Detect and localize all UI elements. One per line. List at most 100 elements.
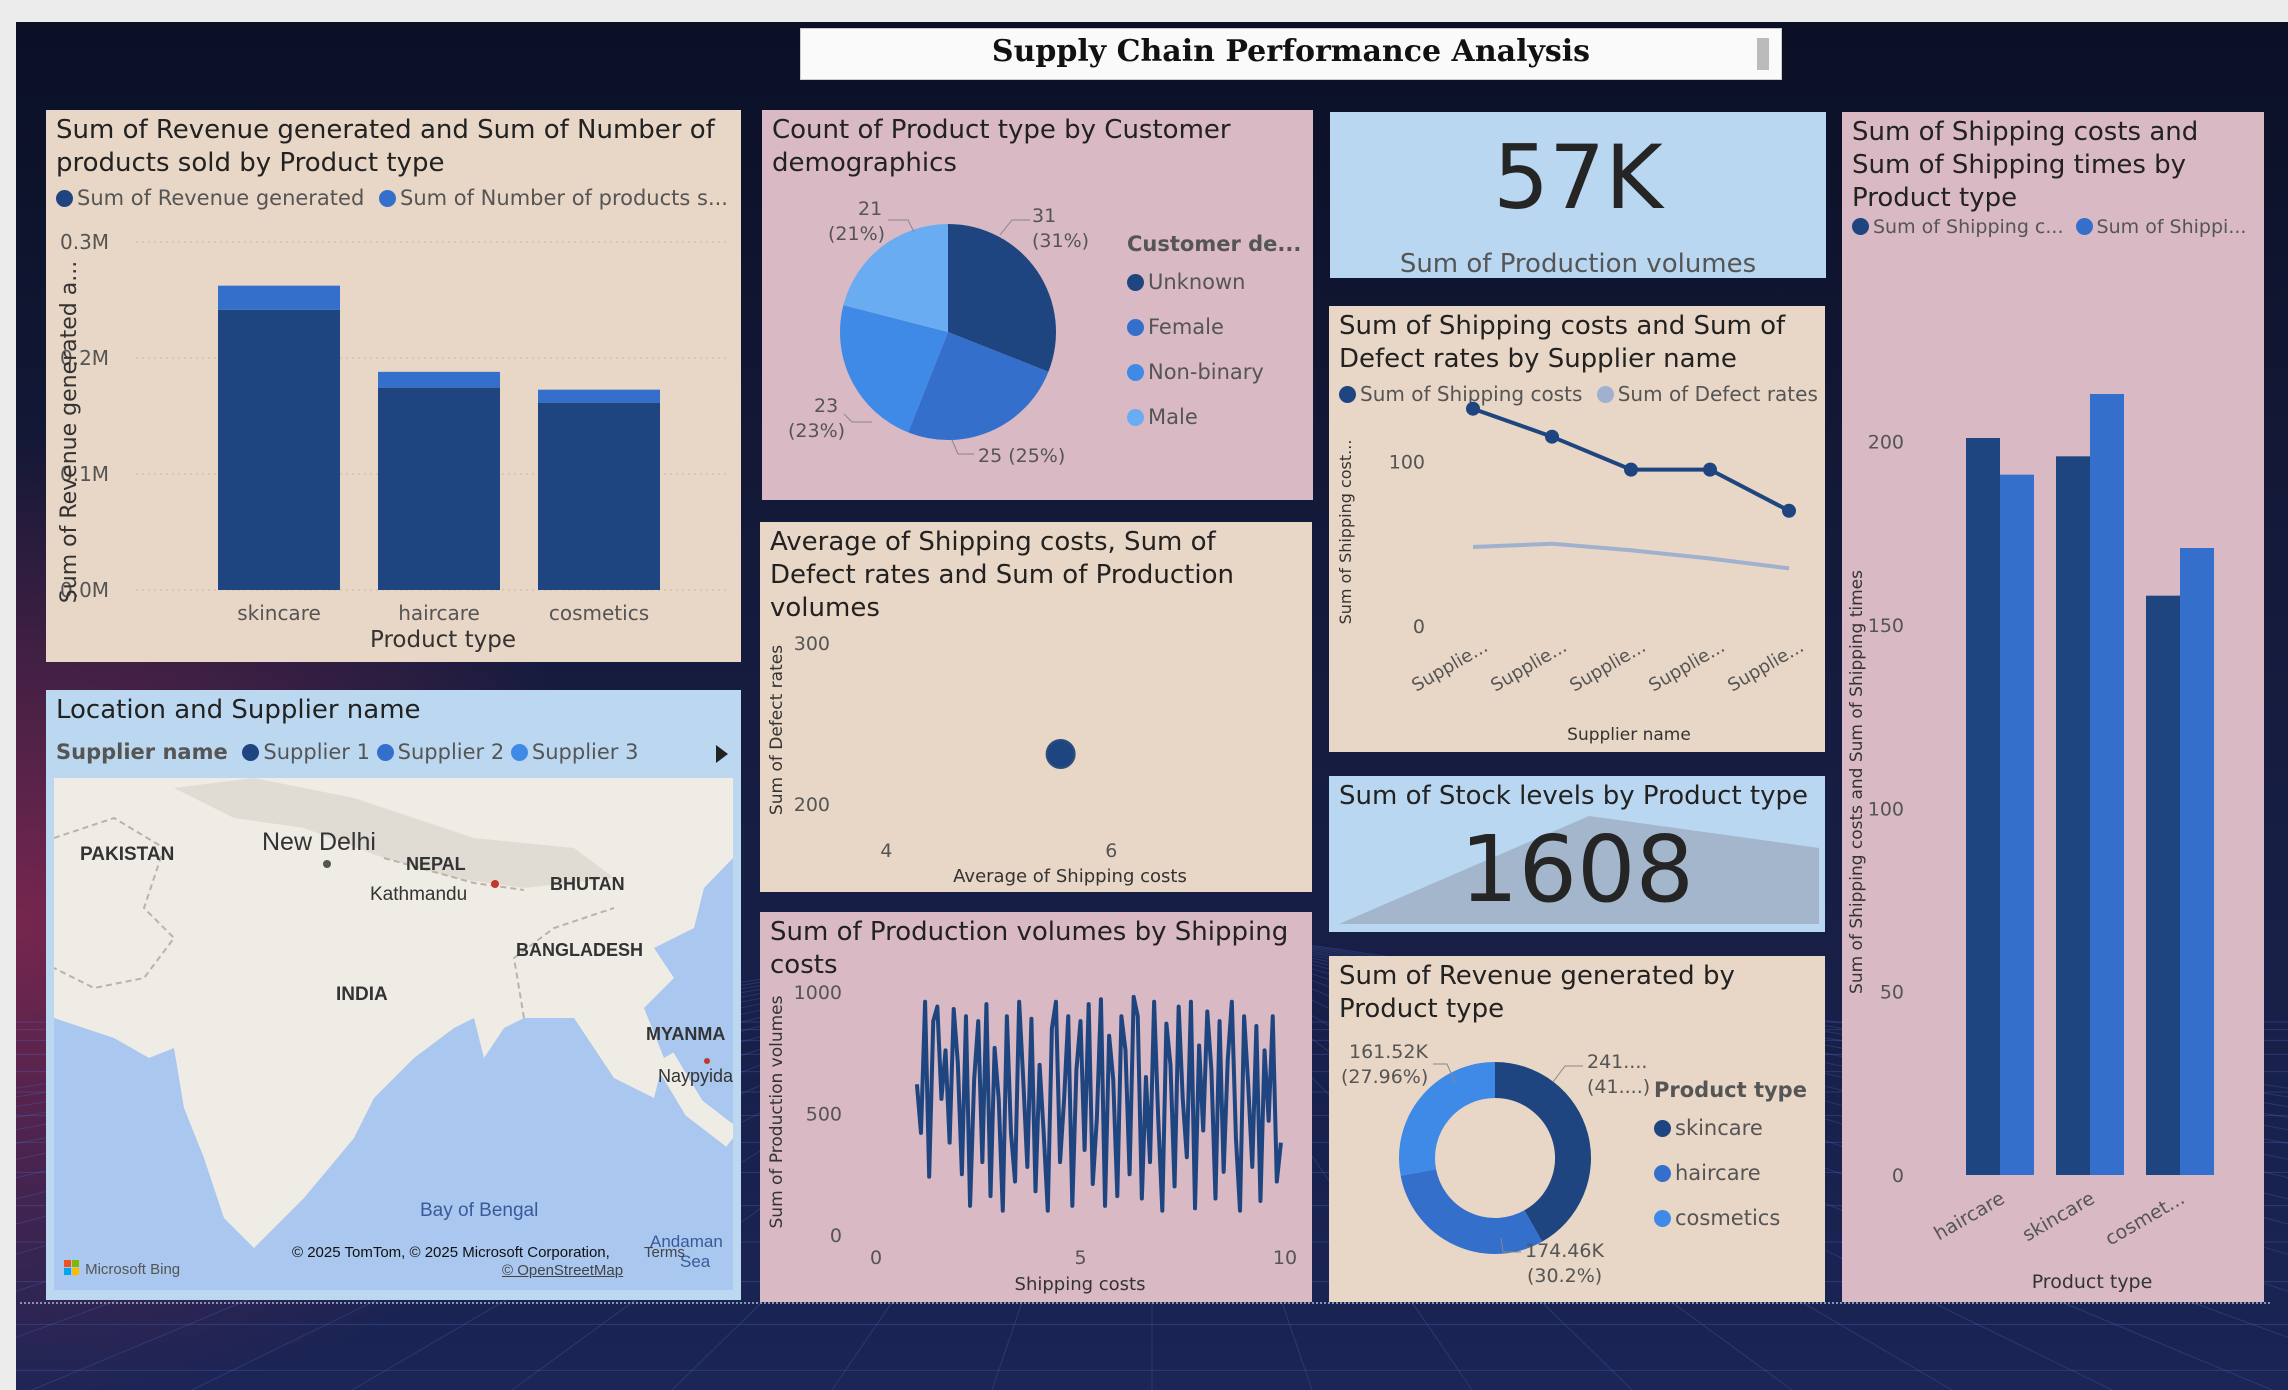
slice-label: (21%) [828,223,885,245]
chart-legend: Customer de... Unknown Female Non-binary… [1127,228,1301,440]
legend-item[interactable]: Male [1127,395,1301,440]
production-volume-kpi-card[interactable]: 57K Sum of Production volumes [1330,112,1826,278]
panel-title: Location and Supplier name [56,695,421,725]
leader-line [1552,1065,1583,1083]
leader-line [1433,1063,1456,1083]
shipping-cost-point [1703,462,1717,477]
shipping-cost-time-panel[interactable]: Sum of Shipping costs and Sum of Shippin… [1842,112,2264,1302]
legend-item[interactable]: Supplier 1 [242,740,370,764]
legend-dot [1127,319,1144,336]
revenue-by-product-donut-panel[interactable]: Sum of Revenue generated by Product type… [1329,956,1825,1302]
legend-label: Supplier 3 [531,740,639,764]
x-axis-title: Average of Shipping costs [953,866,1187,887]
slice-label: (23%) [788,420,845,442]
shipping-cost-point [1545,429,1559,444]
legend-item[interactable]: Sum of Shippi... [2075,216,2246,238]
legend-item[interactable]: haircare [1654,1151,1807,1196]
legend-dot [2075,218,2093,235]
legend-label: Supplier 2 [397,740,505,764]
legend-label: Sum of Number of products s... [399,186,728,210]
x-tick-label: cosmet... [2102,1187,2189,1250]
stock-area-sparkline [1339,816,1819,924]
bing-label: Microsoft Bing [85,1261,181,1278]
shipping-time-bar [2180,548,2214,1175]
shipping-time-bar [2000,474,2034,1176]
legend-item[interactable]: Female [1127,305,1301,350]
leader-line [843,413,872,423]
legend-label: Non-binary [1148,360,1264,384]
map-osm-link[interactable]: © OpenStreetMap [502,1262,624,1279]
legend-dot [1127,409,1144,426]
shipping-cost-point [1624,462,1638,477]
x-tick-label: haircare [398,601,480,625]
customer-demographics-panel[interactable]: Count of Product type by Customer demogr… [762,110,1313,500]
microsoft-logo-icon [64,1260,79,1275]
legend-item[interactable]: Sum of Revenue generated [56,186,364,210]
legend-item[interactable]: Sum of Shipping c... [1852,216,2064,238]
legend-next-icon[interactable] [712,742,732,766]
leader-line [888,219,915,233]
slice-label: 21 [858,198,882,220]
map-label-nepal: NEPAL [406,854,466,874]
shipping-cost-point [1782,503,1796,518]
products-sold-bar [538,389,660,403]
x-axis-title: Supplier name [1567,725,1691,745]
production-volume-line [914,994,1283,1213]
location-map-panel[interactable]: Location and Supplier name Supplier name… [46,690,741,1300]
legend-title: Supplier name [56,740,228,764]
revenue-by-product-panel[interactable]: Sum of Revenue generated and Sum of Numb… [46,110,741,662]
y-axis-title: Sum of Defect rates [767,645,787,815]
legend-dot [56,190,73,207]
y-tick-label: 0 [1892,1165,1904,1187]
panel-title: Sum of Revenue generated by Product type [1339,961,1735,1024]
legend-item[interactable]: cosmetics [1654,1196,1807,1241]
bing-logo: Microsoft Bing [64,1259,180,1278]
panel-title: Average of Shipping costs, Sum of Defect… [770,527,1234,623]
legend-item[interactable]: Supplier 2 [376,740,505,764]
map-label-andaman: Andaman [650,1232,723,1251]
donut-slice [1494,1062,1591,1242]
legend-item[interactable]: Sum of Number of products s... [378,186,728,210]
map-terms-link[interactable]: Terms [644,1244,685,1261]
x-axis-title: Product type [370,627,516,653]
y-axis-title: Sum of Shipping costs and Sum of Shippin… [1847,570,1867,994]
y-tick-label: 0.3M [60,230,109,254]
y-tick-label: 100 [1389,451,1425,473]
x-tick-label: skincare [237,601,321,625]
legend-label: Female [1148,315,1224,339]
panel-title: Sum of Stock levels by Product type [1339,781,1808,811]
legend-label: Male [1148,405,1198,429]
legend-label: haircare [1675,1161,1761,1185]
defect-rate-scatter-panel[interactable]: Average of Shipping costs, Sum of Defect… [760,522,1312,892]
shipping-cost-bar [2056,456,2090,1175]
y-tick-label: 0.1M [60,462,109,486]
shipping-clustered-bar-chart: 0 50 100 150 200 haircare skincare cosmet... Pro… [1847,394,2214,1293]
legend-item[interactable]: Sum of Shipping costs [1339,382,1582,406]
legend-label: skincare [1675,1116,1763,1140]
map-area[interactable]: PAKISTAN New Delhi NEPAL Kathmandu BHUTA… [54,778,733,1290]
legend-label: Sum of Revenue generated [77,186,365,210]
chart-legend: Product type skincare haircare cosmetics [1654,1074,1807,1241]
leader-line [999,219,1030,236]
shipping-cost-point [1466,401,1480,416]
legend-item[interactable]: Sum of Defect rates [1596,382,1818,406]
production-by-shipping-panel[interactable]: Sum of Production volumes by Shipping co… [760,912,1312,1302]
donut-slice [1399,1062,1496,1176]
legend-item[interactable]: skincare [1654,1106,1807,1151]
panel-title: Sum of Shipping costs and Sum of Defect … [1339,311,1786,374]
scatter-point [1045,738,1076,769]
map-terrain [54,778,733,1248]
legend-item[interactable]: Unknown [1127,260,1301,305]
bottom-divider [20,1302,2270,1304]
legend-label: Supplier 1 [263,740,370,764]
supplier-shipping-defect-panel[interactable]: Sum of Shipping costs and Sum of Defect … [1329,306,1825,752]
x-tick-label: cosmetics [549,601,649,625]
y-axis-title: Sum of Revenue generated a... [57,261,82,603]
kpi-value: 57K [1493,126,1663,229]
legend-label: cosmetics [1675,1206,1781,1230]
legend-item[interactable]: Supplier 3 [510,740,639,764]
y-tick-label: 500 [806,1104,842,1126]
title-scroll-handle[interactable] [1757,38,1769,70]
stock-levels-kpi-card[interactable]: Sum of Stock levels by Product type 1608 [1329,776,1825,932]
legend-item[interactable]: Non-binary [1127,350,1301,395]
